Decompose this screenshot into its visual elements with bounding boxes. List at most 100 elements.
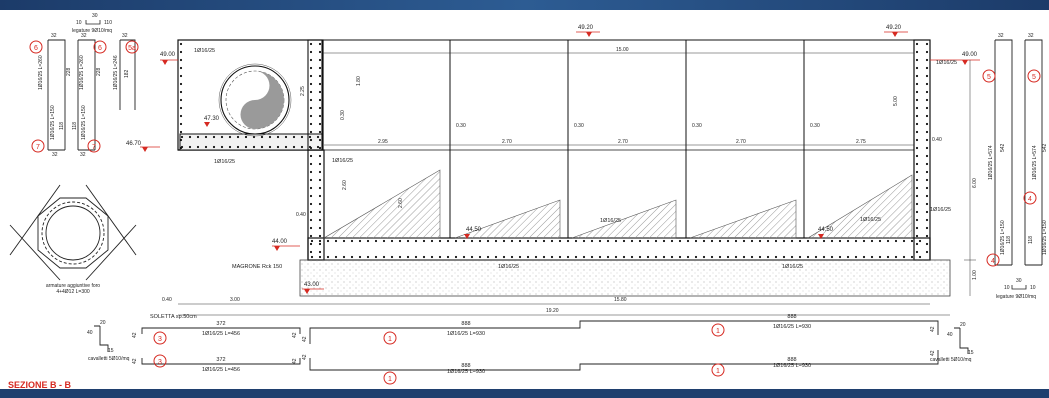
rebar-dot xyxy=(406,255,410,259)
mark-3a: 3 xyxy=(158,336,162,343)
rebar-dot xyxy=(582,255,586,259)
long-bar-1-end-r: 42 xyxy=(292,332,298,338)
rebar-dot xyxy=(292,145,296,149)
rebar-dot xyxy=(422,239,426,243)
rebar-dot xyxy=(870,255,874,259)
rebar-dot xyxy=(925,50,929,54)
rebar-dot xyxy=(790,239,794,243)
rebar-dot xyxy=(309,202,313,206)
rebar-dot xyxy=(558,239,562,243)
rebar-dot xyxy=(326,255,330,259)
rebar-dot xyxy=(334,255,338,259)
rebar-dot xyxy=(838,239,842,243)
rebar-dot xyxy=(526,255,530,259)
rebar-dot xyxy=(318,242,322,246)
rebar-dot xyxy=(309,218,313,222)
rebar-dot xyxy=(478,255,482,259)
rebar-dot xyxy=(915,130,919,134)
rebar-dot xyxy=(318,58,322,62)
rebar-dot xyxy=(702,255,706,259)
rebar-dot xyxy=(582,239,586,243)
level-floor-1: 44.50 xyxy=(466,227,482,233)
rebar-dot xyxy=(915,58,919,62)
cav-right-a: 40 xyxy=(947,332,953,338)
rebar-dot xyxy=(678,255,682,259)
rebar-dot xyxy=(300,135,304,139)
rebar-dot xyxy=(179,138,183,142)
rebar-dot xyxy=(622,239,626,243)
drawing-sheet: 30 10 110 legature 9Ø10/mq 32 32 32 32 3… xyxy=(0,10,1049,393)
dim-h-lower: 2.60 xyxy=(398,198,404,208)
long-bar-4-end: 42 xyxy=(302,354,308,360)
rebar-dot xyxy=(438,239,442,243)
rebar-dot xyxy=(318,42,322,46)
rebar-dot xyxy=(910,255,914,259)
level-texts: 49.00 49.00 46.70 47.30 44.00 43.00 49.2… xyxy=(126,25,978,288)
rebar-dot xyxy=(342,239,346,243)
rebar-dot xyxy=(915,42,919,46)
stirrup-top-dim: 30 xyxy=(92,13,98,19)
rebar-dot xyxy=(309,194,313,198)
rebar-dot xyxy=(925,98,929,102)
rebar-dot xyxy=(236,135,240,139)
long-bar-3-end: 42 xyxy=(302,336,308,342)
rebar-dot xyxy=(318,194,322,198)
dimension-lines xyxy=(178,52,976,316)
rebar-dot xyxy=(878,239,882,243)
stirrup-right-dim-right: 10 xyxy=(1030,285,1036,291)
rebar-dot xyxy=(494,239,498,243)
rebar-dot xyxy=(318,130,322,134)
dim-gap-4: 0.30 xyxy=(810,123,820,129)
mark-1c: 1 xyxy=(716,328,720,335)
dim-bay-5: 2.75 xyxy=(856,139,866,145)
rebar-dot xyxy=(662,255,666,259)
mark-7a: 7 xyxy=(36,144,40,151)
rebar-dot xyxy=(350,255,354,259)
rebar-dot xyxy=(750,239,754,243)
rebar-dot xyxy=(430,255,434,259)
rebar-dot xyxy=(390,239,394,243)
rebar-dot xyxy=(734,255,738,259)
rebar-dot xyxy=(694,255,698,259)
rebar-dot xyxy=(925,82,929,86)
rebar-dot xyxy=(179,130,183,134)
rebar-dot xyxy=(662,239,666,243)
rebar-dot xyxy=(915,186,919,190)
rebar-dot xyxy=(638,239,642,243)
rebar-dot xyxy=(790,255,794,259)
rebar-dot xyxy=(925,178,929,182)
rebar-dot xyxy=(350,239,354,243)
rebar-dot xyxy=(862,255,866,259)
rebar-dot xyxy=(718,239,722,243)
level-raft-top: 44.00 xyxy=(272,239,288,245)
hole-reinforcement-detail xyxy=(9,184,137,281)
rebar-dot xyxy=(915,154,919,158)
rebar-dot xyxy=(382,239,386,243)
rebar-dot xyxy=(462,239,466,243)
rebar-dot xyxy=(220,145,224,149)
rebar-dot xyxy=(638,255,642,259)
left-bar-4-bottom: 32 xyxy=(52,152,58,158)
rebar-dot xyxy=(188,135,192,139)
rebar-dot xyxy=(534,239,538,243)
rebar-dot xyxy=(179,42,183,46)
level-top-left: 49.00 xyxy=(160,52,176,58)
rebar-dot xyxy=(179,50,183,54)
rebar-dot xyxy=(886,239,890,243)
rebar-dot xyxy=(925,154,929,158)
rebar-dot-pattern xyxy=(179,42,929,259)
level-inner: 47.30 xyxy=(204,116,220,122)
long-bar-marks: 3 3 1 1 1 1 xyxy=(153,323,725,385)
rebar-dot xyxy=(806,255,810,259)
rebar-dot xyxy=(670,239,674,243)
rebar-dot xyxy=(179,114,183,118)
rebar-dot xyxy=(614,239,618,243)
rebar-dot xyxy=(309,82,313,86)
rebar-dot xyxy=(276,135,280,139)
mark-5a: 5a xyxy=(128,45,136,52)
rebar-dot xyxy=(566,239,570,243)
rebar-dot xyxy=(846,255,850,259)
rebar-dot xyxy=(318,114,322,118)
level-crest-2: 49.20 xyxy=(886,25,902,31)
rebar-dot xyxy=(915,218,919,222)
